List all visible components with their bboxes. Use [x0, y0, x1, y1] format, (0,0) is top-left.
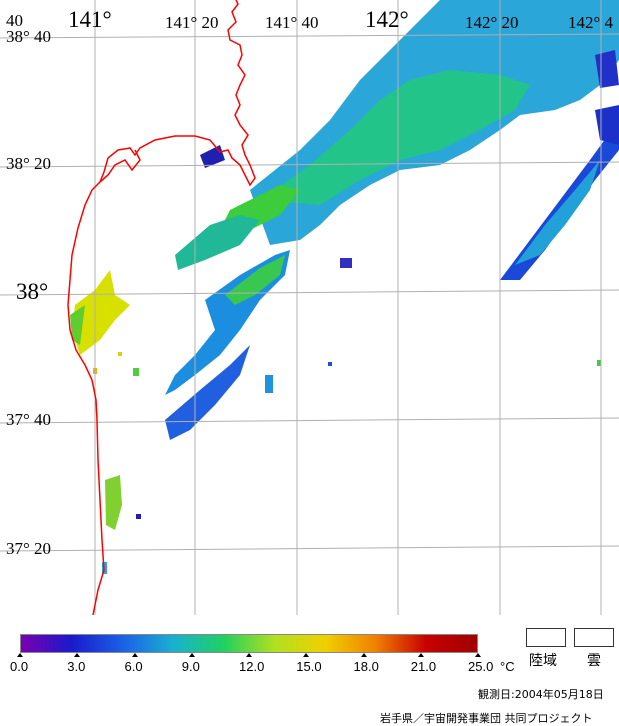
lon-label-142: 142° — [365, 7, 409, 32]
sst-patch-dark-east — [595, 105, 619, 145]
land-label: 陸域 — [529, 653, 557, 669]
colorbar-tick-mark — [17, 653, 23, 657]
lat-label-37-20: 37° 20 — [6, 539, 52, 558]
lon-label-141: 141° — [68, 7, 112, 32]
colorbar-tick-label: 21.0 — [410, 659, 437, 674]
colorbar-tick-label: 15.0 — [296, 659, 322, 674]
colorbar-tick-mark — [246, 653, 252, 657]
lon-label-141-20: 141° 20 — [165, 13, 219, 32]
temperature-colorbar — [20, 634, 478, 653]
sst-streak-east-core — [515, 160, 600, 265]
sst-dot-6 — [597, 360, 601, 366]
grid-lat-38-00 — [0, 289, 619, 296]
sst-streak-south — [165, 345, 250, 440]
sst-map — [0, 0, 619, 615]
colorbar-tick-label: 12.0 — [239, 659, 265, 674]
corner-label: 40 — [6, 11, 23, 30]
lat-label-38: 38° — [16, 279, 49, 304]
colorbar-tick-label: 18.0 — [353, 659, 379, 674]
colorbar-tick-label: 6.0 — [124, 659, 143, 674]
colorbar-tick-label: 3.0 — [67, 659, 86, 674]
sst-dot-8 — [328, 362, 332, 366]
lat-label-37-40: 37° 40 — [6, 410, 52, 429]
cloud-label: 雲 — [587, 653, 601, 669]
colorbar-tick-mark — [131, 653, 138, 657]
sst-dot-4 — [340, 258, 352, 268]
colorbar-tick-mark — [360, 653, 367, 657]
sst-dot-9 — [265, 375, 273, 393]
graticule — [0, 0, 619, 615]
sst-dot-5 — [136, 514, 141, 519]
colorbar-tick-mark — [303, 653, 310, 657]
sst-streak-mid-core — [225, 255, 285, 305]
grid-lat-37-20 — [0, 545, 619, 552]
coastline — [67, 0, 256, 615]
colorbar-tick-mark — [74, 653, 81, 657]
colorbar-tick-label: 0.0 — [10, 659, 29, 674]
sst-patch-dark-north — [200, 145, 225, 168]
colorbar-tick-mark — [417, 653, 424, 657]
grid-lat-38-20 — [0, 161, 619, 168]
lat-label-38-40: 38° 40 — [6, 27, 52, 46]
lat-label-38-20: 38° 20 — [6, 154, 52, 173]
grid-lat-38-40 — [0, 33, 619, 39]
lon-label-141-40: 141° 40 — [265, 13, 319, 32]
sst-dot-3 — [133, 368, 139, 376]
lon-label-142-40: 142° 4 — [568, 13, 614, 32]
cloud-swatch — [574, 628, 614, 647]
colorbar-tick-mark — [475, 653, 481, 657]
sst-streak-west — [175, 215, 260, 270]
sst-coastal-warm — [72, 270, 130, 355]
land-swatch — [526, 628, 566, 647]
observation-date: 観測日:2004年05月18日 — [478, 688, 604, 701]
sst-dot-2 — [118, 352, 122, 356]
grid-lat-37-40 — [0, 417, 619, 424]
colorbar-tick-mark — [188, 653, 195, 657]
sst-coastal-green — [70, 305, 85, 345]
coastline-bay — [99, 149, 141, 183]
colorbar-unit: °C — [500, 659, 515, 674]
sst-coastal-south — [105, 475, 122, 530]
sst-band-northeast-warm — [260, 70, 530, 205]
credit-text: 岩手県／宇宙開発事業団 共同プロジェクト — [380, 712, 593, 725]
colorbar-tick-label: 9.0 — [181, 659, 200, 674]
sst-overlay — [70, 0, 619, 574]
colorbar-tick-label: 25.0 — [468, 659, 494, 674]
lon-label-142-20: 142° 20 — [465, 13, 519, 32]
